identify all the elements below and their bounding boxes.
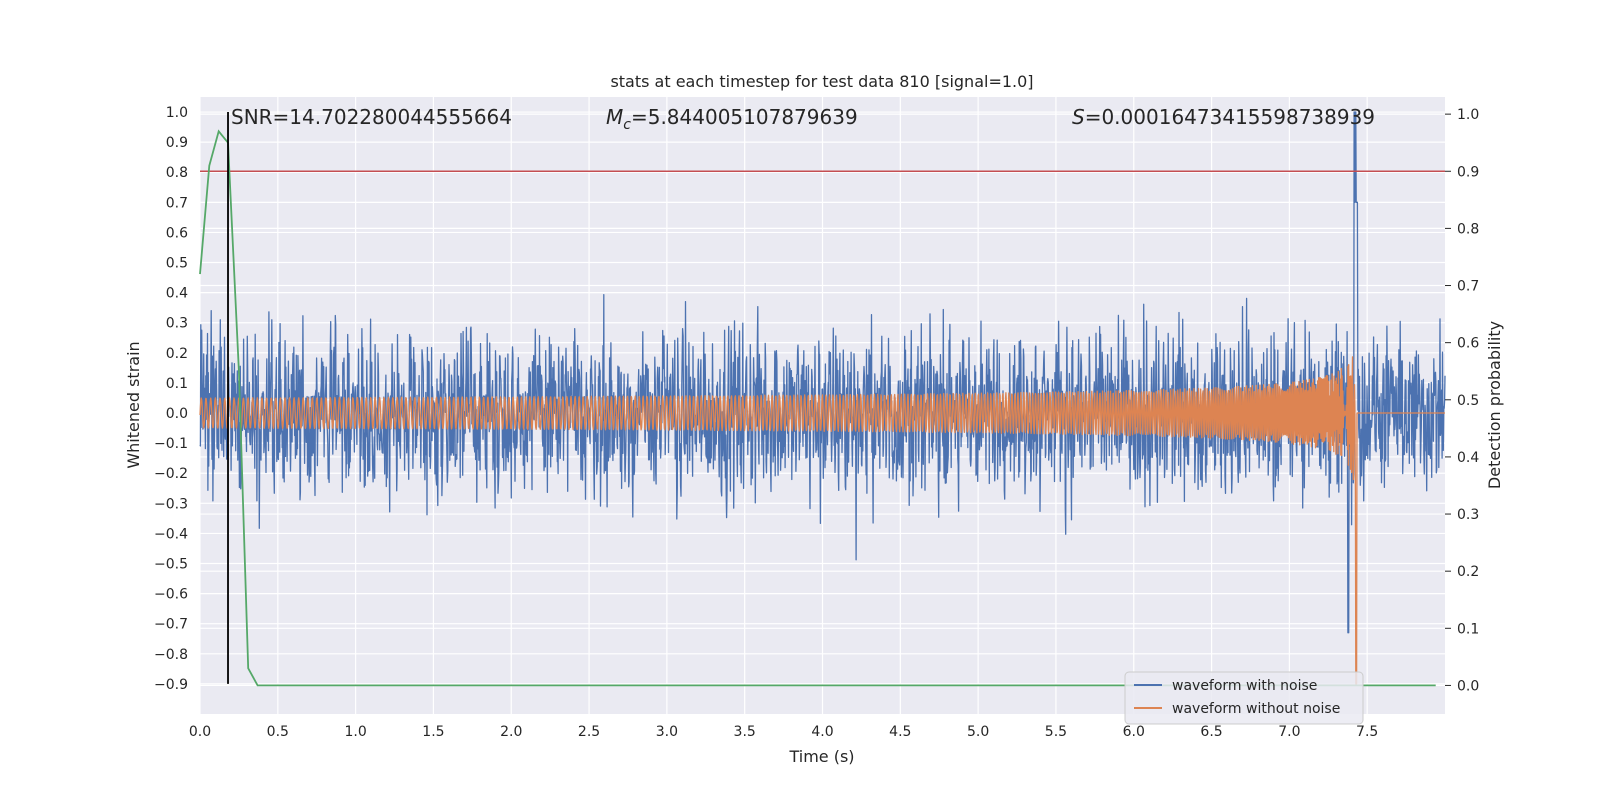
annotation-mc: Mc=5.844005107879639 <box>606 105 858 133</box>
y-tick-label-right: 0.1 <box>1457 621 1479 637</box>
y-tick-label-right: 0.5 <box>1457 393 1479 409</box>
y-tick-label-right: 0.4 <box>1457 450 1479 466</box>
x-tick-label: 2.0 <box>500 724 522 740</box>
x-tick-label: 6.0 <box>1123 724 1145 740</box>
y-tick-label-left: 0.0 <box>166 406 188 422</box>
y-tick-label-right: 0.2 <box>1457 564 1479 580</box>
y-tick-label-left: 0.5 <box>166 256 188 272</box>
y-tick-label-left: 1.0 <box>166 105 188 121</box>
y-tick-label-right: 0.9 <box>1457 164 1479 180</box>
y-tick-label-right: 0.6 <box>1457 336 1479 352</box>
series-detection-probability <box>199 129 1436 687</box>
annotation-mc-subscript: c <box>623 117 631 133</box>
y-axis-label-left: Whitened strain <box>124 341 143 468</box>
y-tick-label-left: −0.4 <box>154 526 188 542</box>
annotation-s: S=0.00016473415598738939 <box>1072 105 1375 129</box>
y-tick-label-left: 0.6 <box>166 225 188 241</box>
y-tick-label-left: −0.3 <box>154 496 188 512</box>
y-tick-label-right: 1.0 <box>1457 107 1479 123</box>
series-waveform-without-noise <box>199 356 1446 685</box>
x-tick-label: 7.0 <box>1278 724 1300 740</box>
x-tick-label: 4.0 <box>811 724 833 740</box>
y-tick-label-right: 0.0 <box>1457 678 1479 694</box>
x-axis-label: Time (s) <box>788 747 854 766</box>
legend: waveform with noise waveform without noi… <box>1124 671 1364 725</box>
x-tick-label: 4.5 <box>889 724 911 740</box>
y-tick-label-left: 0.3 <box>166 316 188 332</box>
annotation-s-value: =0.00016473415598738939 <box>1085 105 1375 129</box>
y-tick-label-left: 0.8 <box>166 165 188 181</box>
x-tick-label: 1.0 <box>344 724 366 740</box>
x-tick-label: 6.5 <box>1200 724 1222 740</box>
x-tick-label: 0.5 <box>267 724 289 740</box>
legend-label-clean: waveform without noise <box>1172 701 1340 717</box>
y-tick-label-right: 0.7 <box>1457 279 1479 295</box>
y-tick-label-left: −0.7 <box>154 617 188 633</box>
axes-layer: 0.0 0.5 1.0 1.5 2.0 2.5 3.0 3.5 4.0 4.5 5.0 5.5 6.0 6… <box>154 105 1479 740</box>
y-tick-label-right: 0.3 <box>1457 507 1479 523</box>
x-tick-label: 7.5 <box>1356 724 1378 740</box>
y-tick-label-left: −0.5 <box>154 557 188 573</box>
legend-box <box>1124 671 1364 725</box>
annotation-s-symbol: S <box>1072 105 1085 129</box>
y-tick-label-left: 0.1 <box>166 376 188 392</box>
x-tick-label: 3.0 <box>656 724 678 740</box>
chart-title: stats at each timestep for test data 810… <box>610 72 1033 91</box>
x-tick-label: 1.5 <box>422 724 444 740</box>
y-tick-label-left: 0.4 <box>166 286 188 302</box>
x-tick-label: 5.5 <box>1045 724 1067 740</box>
y-tick-label-left: −0.1 <box>154 436 188 452</box>
y-tick-label-left: −0.6 <box>154 587 188 603</box>
annotation-mc-symbol: M <box>606 105 623 129</box>
x-tick-label: 0.0 <box>189 724 211 740</box>
y-tick-label-left: −0.9 <box>154 677 188 693</box>
x-tick-label: 2.5 <box>578 724 600 740</box>
y-tick-label-left: 0.9 <box>166 135 188 151</box>
annotation-snr: SNR=14.702280044555664 <box>231 105 512 129</box>
y-tick-label-left: −0.8 <box>154 647 188 663</box>
legend-label-noisy: waveform with noise <box>1172 678 1317 694</box>
y-tick-label-left: 0.7 <box>166 195 188 211</box>
x-tick-label: 3.5 <box>734 724 756 740</box>
y-tick-label-left: −0.2 <box>154 466 188 482</box>
annotation-mc-value: =5.844005107879639 <box>631 105 858 129</box>
y-tick-label-right: 0.8 <box>1457 221 1479 237</box>
y-tick-label-left: 0.2 <box>166 346 188 362</box>
data-layer <box>199 111 1446 687</box>
y-axis-label-right: Detection probability <box>1485 321 1504 489</box>
x-tick-label: 5.0 <box>967 724 989 740</box>
